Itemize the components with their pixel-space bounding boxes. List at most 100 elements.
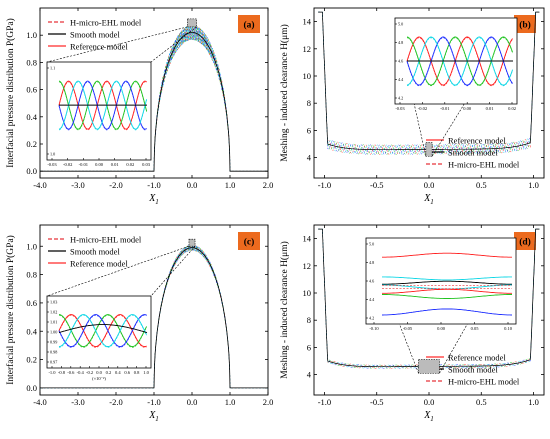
inset-y-tick-label: 1.02	[50, 310, 57, 315]
inset-x-tick-label: 0.03	[142, 162, 151, 167]
inset-y-tick-label: 4.6	[369, 279, 374, 284]
zoom-region	[187, 18, 197, 28]
x-tick-label: 0.5	[476, 397, 487, 407]
panel-c: -4.0 -3.0 -2.0 -1.0 0.0 1.0 2.00.00.20.40.60.8…	[5, 224, 274, 423]
panel-badge-label: (b)	[519, 20, 531, 31]
zoom-region	[425, 142, 433, 157]
inset-y-tick-label: 4.8	[398, 40, 403, 45]
x-tick-label: 0.0	[187, 397, 198, 407]
smooth-line	[40, 247, 268, 389]
inset-x-unit: (×10⁻²)	[92, 376, 106, 381]
inset-y-tick-label: 4.2	[369, 316, 374, 321]
inset-x-tick-label: 0.00	[95, 162, 104, 167]
inset-x-tick-label: 0.02	[126, 162, 134, 167]
panel-badge-label: (a)	[243, 20, 254, 31]
zoom-region	[188, 238, 196, 247]
inset-x-tick-label: 1.0	[143, 370, 149, 375]
inset-x-tick-label: 0.2	[106, 370, 112, 375]
band-line	[318, 11, 540, 155]
inset-x-tick-label: -0.10	[369, 326, 379, 331]
y-tick-label: 1.0	[26, 241, 37, 251]
inset-wave-dashed	[406, 37, 513, 87]
panel-badge	[238, 15, 260, 33]
inset-wave	[382, 276, 512, 281]
inset-x-tick-label: -0.4	[77, 370, 85, 375]
legend-label: Smooth model	[70, 247, 120, 257]
x-tick-label: -1.0	[147, 397, 160, 407]
y-tick-label: 12	[303, 44, 312, 54]
legend-label: Reference model	[448, 353, 506, 363]
y-tick-label: 12	[303, 261, 312, 271]
y-tick-label: 0.2	[26, 139, 37, 149]
x-axis-label: X1	[423, 410, 434, 423]
inset-x-tick-label: 0.05	[471, 326, 480, 331]
x-axis-label-sub: 1	[155, 415, 159, 423]
inset-y-tick-label: 0.98	[50, 350, 57, 355]
inset-wave-dashed	[58, 315, 147, 348]
inset-x-tick-label: -0.03	[47, 162, 57, 167]
panel-badge-label: (c)	[244, 237, 255, 248]
inset-wave	[59, 314, 148, 348]
inset-y-tick-label: 5.0	[369, 242, 374, 247]
x-axis-label: X1	[148, 410, 159, 423]
x-axis-label-sub: 1	[155, 198, 159, 206]
legend-label: Smooth model	[448, 148, 498, 158]
inset-y-tick-label: 0.99	[50, 340, 57, 345]
inset-x-tick-label: -0.05	[403, 326, 413, 331]
panel-badge	[238, 232, 260, 250]
y-tick-label: 1.0	[26, 30, 37, 40]
inset-y-tick-label: 4.4	[398, 77, 404, 82]
x-axis-label-sub: 1	[430, 198, 434, 206]
inset-x-tick-label: -1.0	[48, 370, 56, 375]
inset-y-tick-label: 0.97	[50, 360, 57, 365]
panel-badge	[514, 15, 536, 33]
panel-d: -1.0 -0.5 0.0 0.5 1.0 4 6 8 10 12 14 X1 Meshing - in…	[279, 224, 545, 423]
y-tick-label: 6	[307, 342, 311, 352]
x-tick-label: 0.0	[424, 180, 435, 190]
x-tick-label: 0.0	[424, 397, 435, 407]
inset-wave-dashed	[406, 37, 513, 87]
inset-x-tick-label: 0.6	[124, 370, 130, 375]
legend-label: Reference model	[448, 136, 506, 146]
zoom-connector	[150, 245, 196, 297]
legend-label: Reference model	[70, 42, 128, 52]
legend-label: Reference model	[70, 259, 128, 269]
x-tick-label: -0.5	[370, 397, 383, 407]
zoom-connector	[46, 26, 188, 63]
inset-wave-dashed	[58, 315, 147, 348]
inset-wave-dashed	[58, 81, 147, 131]
inset-wave	[382, 288, 512, 294]
inset-wave	[382, 308, 512, 316]
y-tick-label: 10	[303, 71, 312, 81]
inset-y-tick-label: 1.00	[50, 330, 57, 335]
panel-badge-label: (d)	[519, 237, 531, 248]
inset-x-tick-label: 0.10	[504, 326, 513, 331]
inset-y-tick-label: 4.4	[369, 297, 375, 302]
x-tick-label: 1.0	[528, 397, 539, 407]
inset-x-tick-label: 0.02	[508, 106, 516, 111]
y-tick-label: 0.2	[26, 355, 37, 365]
inset-wave	[406, 36, 514, 86]
inset-y-tick-label: 4.6	[398, 59, 403, 64]
inset-y-tick-label: 1.0	[50, 152, 55, 157]
inset-wave-dashed	[58, 81, 147, 131]
x-tick-label: 2.0	[263, 397, 274, 407]
inset-smooth-line	[58, 324, 148, 334]
y-tick-label: 0.4	[26, 112, 37, 122]
inset-wave	[58, 314, 147, 348]
x-tick-label: -1.0	[318, 397, 331, 407]
y-tick-label: 0.6	[26, 85, 37, 95]
x-tick-label: -2.0	[109, 180, 122, 190]
inset-wave	[382, 252, 512, 258]
y-axis-label: Interfacial pressure distribution P(GPa)	[5, 18, 16, 168]
x-tick-label: 0.0	[187, 180, 198, 190]
inset-frame	[46, 295, 152, 369]
panel-badge	[514, 232, 536, 250]
smooth-line	[40, 32, 268, 172]
inset-x-tick-label: 0.00	[437, 326, 446, 331]
x-tick-label: -4.0	[33, 180, 46, 190]
x-tick-label: -2.0	[109, 397, 122, 407]
x-tick-label: -1.0	[318, 180, 331, 190]
inset-wave	[382, 294, 512, 299]
